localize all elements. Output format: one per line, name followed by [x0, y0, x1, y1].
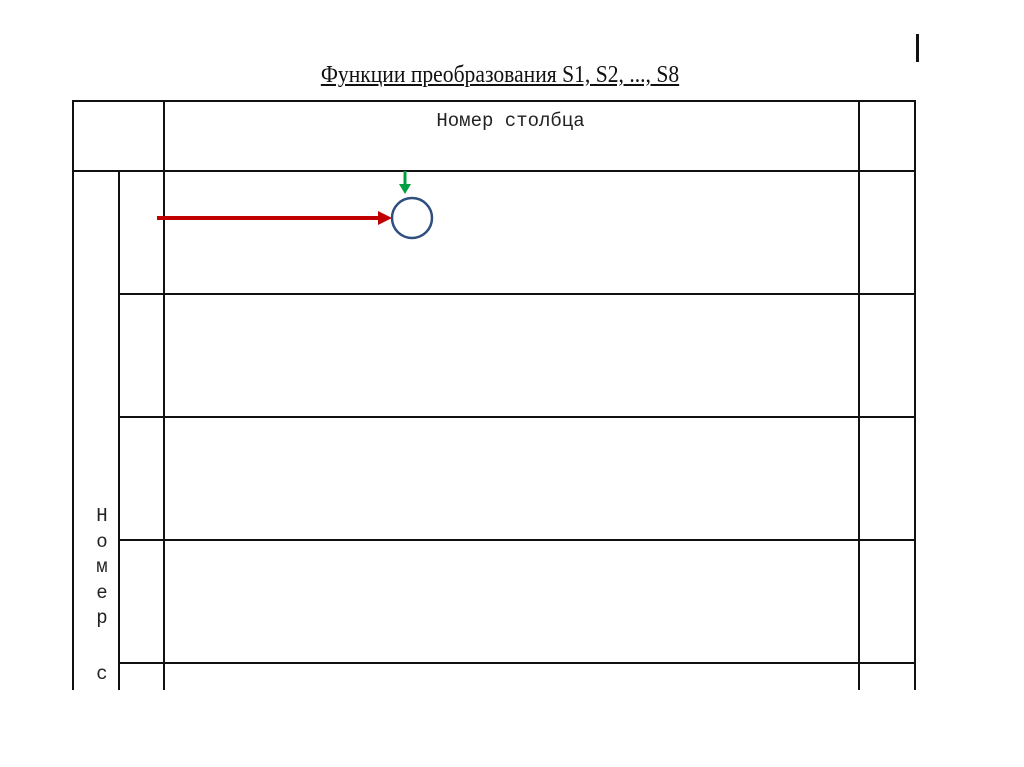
- grid-line: [72, 170, 916, 172]
- grid-line: [858, 100, 860, 690]
- column-arrow-icon: [399, 171, 411, 194]
- grid-line: [118, 662, 916, 664]
- row-axis-label-char: с: [96, 662, 108, 685]
- column-header-caption: Номер столбца: [436, 110, 585, 132]
- row-axis-label-char: р: [96, 607, 108, 629]
- row-axis-label-char: Н: [96, 505, 108, 527]
- highlight-circle: [390, 196, 434, 240]
- row-axis-label-char: м: [96, 556, 108, 578]
- grid-line: [72, 100, 74, 690]
- grid-line: [118, 416, 916, 418]
- page-title: Функции преобразования S1, S2, ..., S8: [320, 62, 680, 88]
- grid-line: [118, 539, 916, 541]
- grid-line: [118, 170, 120, 690]
- row-axis-label-char: е: [96, 581, 108, 604]
- grid-line: [72, 100, 916, 102]
- grid-line: [914, 100, 916, 690]
- row-axis-label-char: о: [96, 530, 108, 553]
- grid-line: [118, 293, 916, 295]
- grid-line: [163, 100, 165, 690]
- row-arrow-icon: [157, 211, 392, 225]
- text-cursor: [916, 34, 919, 62]
